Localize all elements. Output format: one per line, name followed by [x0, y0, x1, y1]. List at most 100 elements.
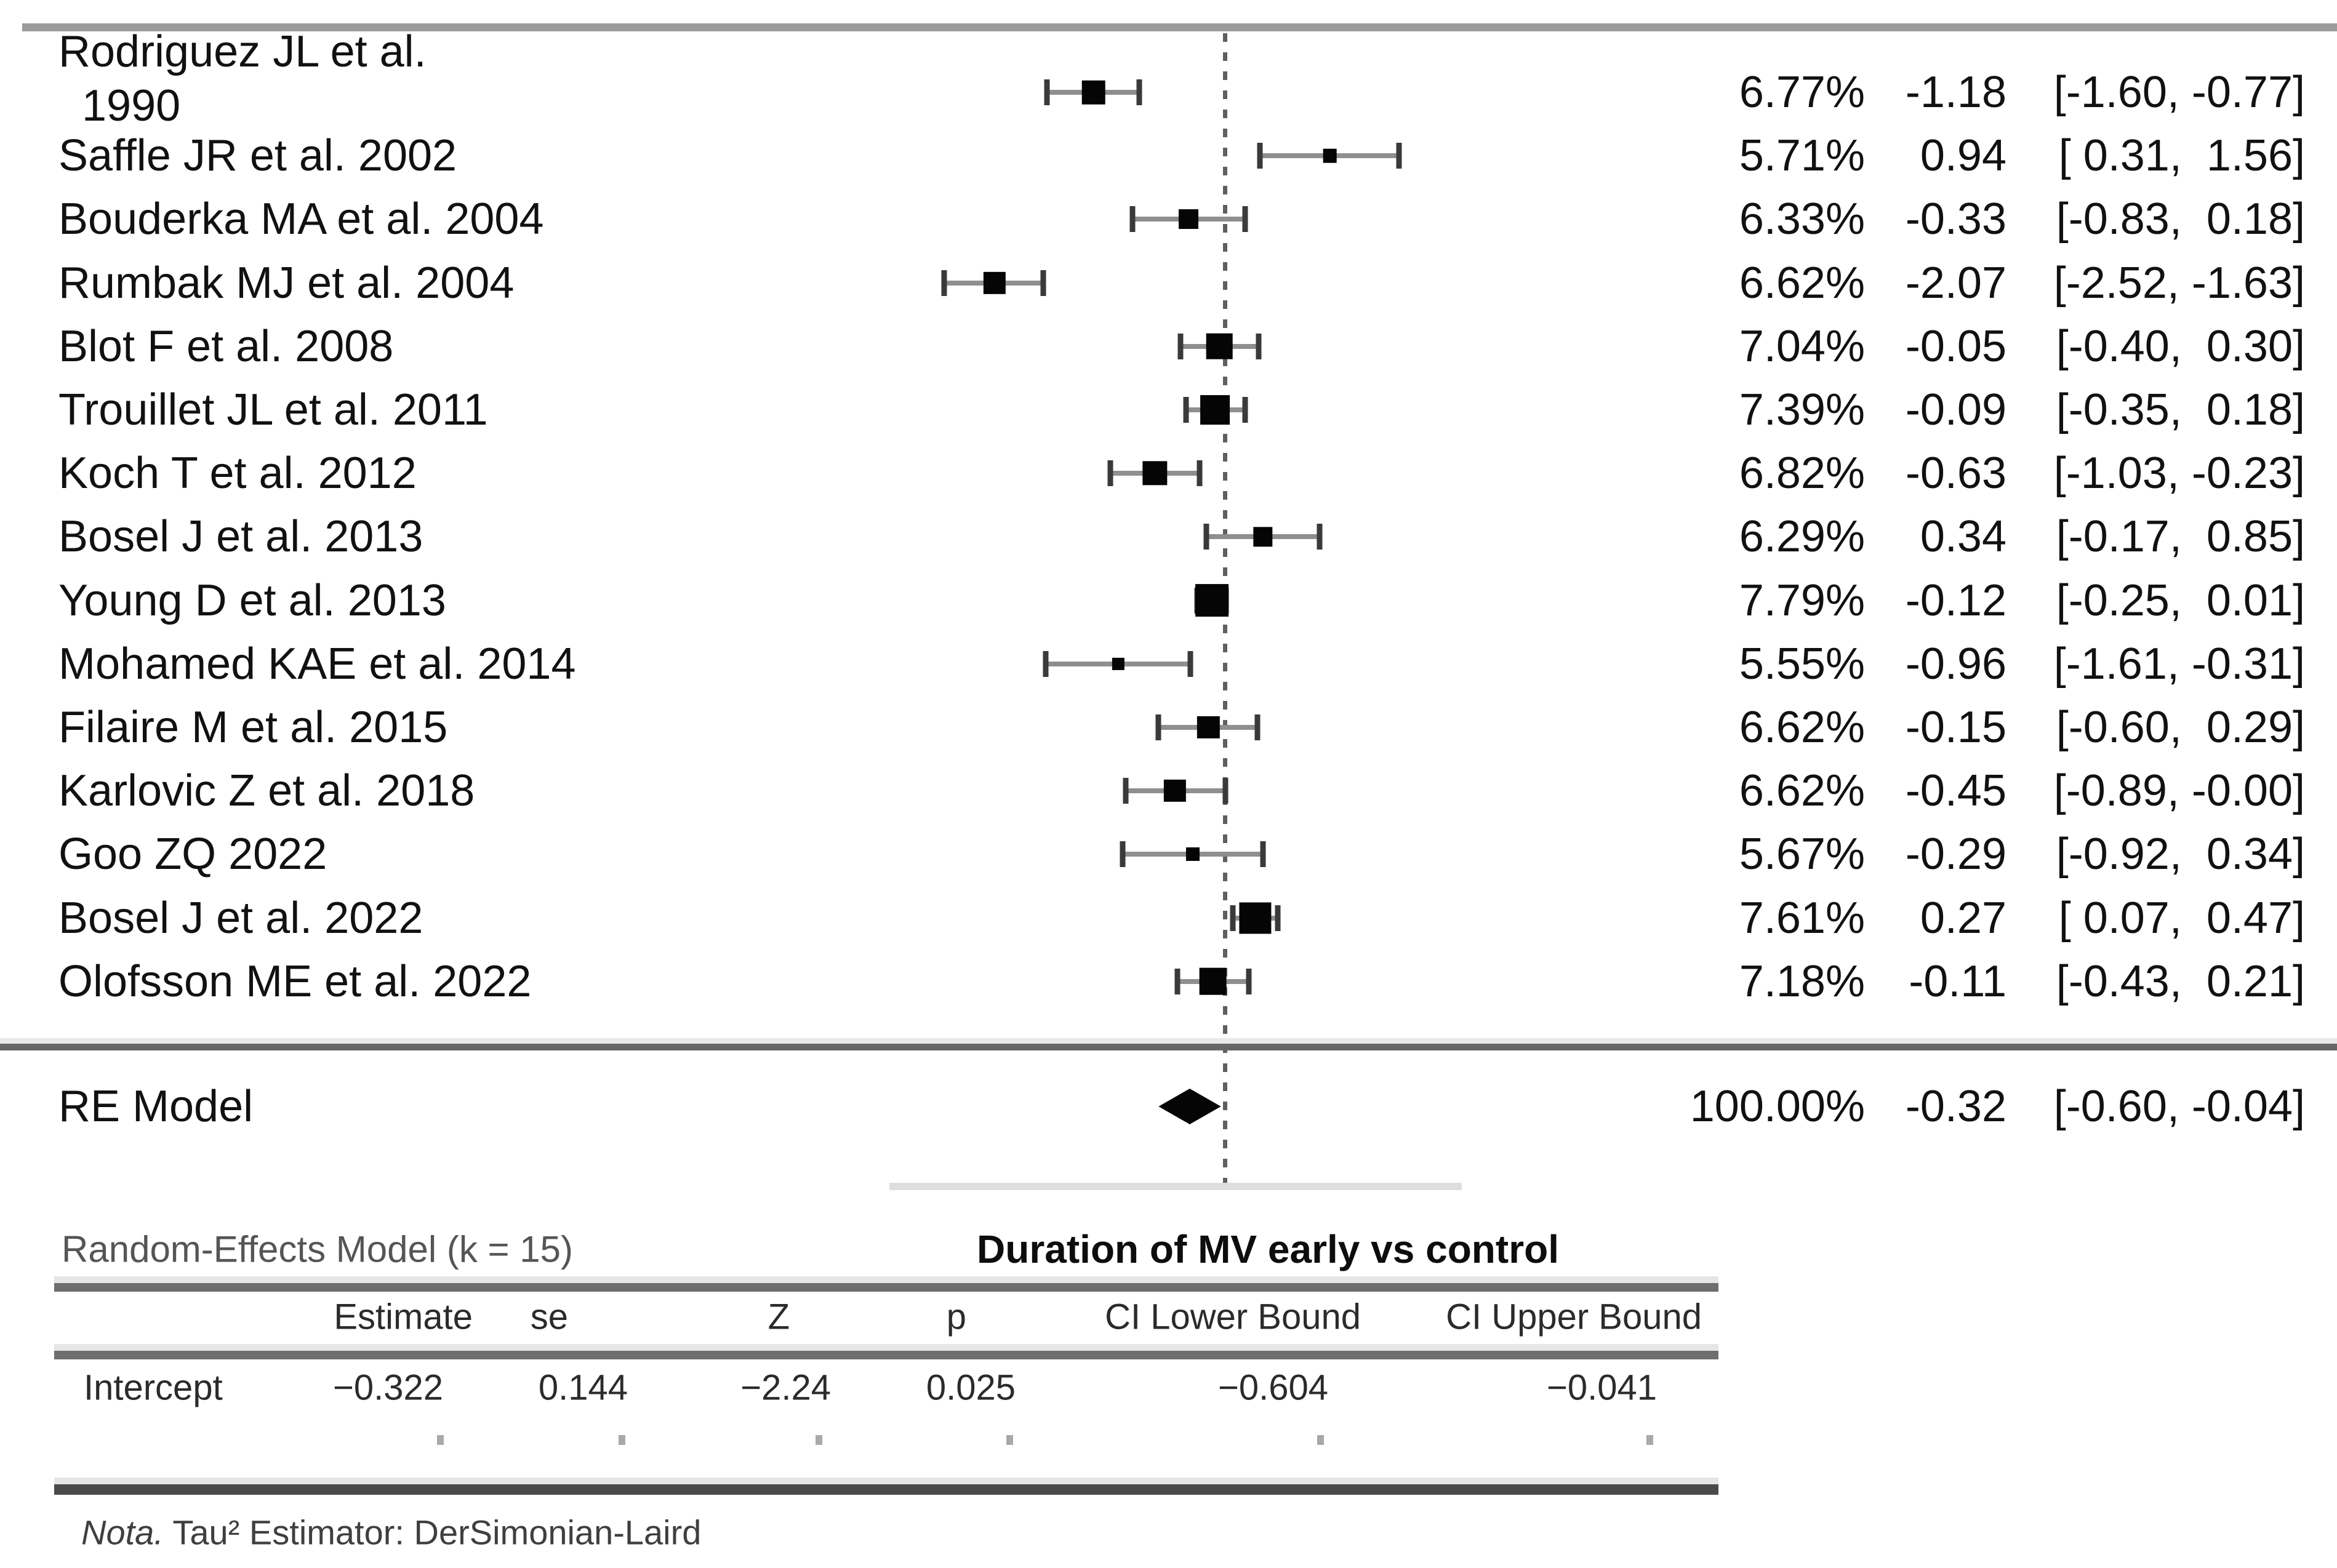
ci-value: [-0.89, -0.00] [2053, 766, 2305, 816]
ci-cap-upper [1260, 841, 1266, 868]
forest-square [1239, 902, 1271, 934]
col-header-p: p [946, 1297, 966, 1337]
intercept-p: 0.025 [926, 1367, 1016, 1408]
table-rule [54, 1351, 1718, 1359]
ci-value: [-0.35, 0.18] [2056, 385, 2305, 434]
table-note-text: Tau² Estimator: DerSimonian-Laird [163, 1513, 702, 1552]
estimate-value: -1.18 [1905, 68, 2006, 117]
study-label-line: Young D et al. 2013 [58, 575, 446, 625]
forest-square [1200, 395, 1230, 425]
ci-value: [-1.60, -0.77] [2053, 68, 2305, 117]
estimate-value: -0.96 [1905, 639, 2006, 689]
weight-value: 7.39% [1739, 385, 1865, 434]
weight-value: 7.79% [1739, 575, 1865, 625]
ci-cap-lower [1044, 79, 1050, 105]
ci-value: [-0.92, 0.34] [2056, 830, 2305, 879]
weight-value: 6.62% [1739, 766, 1865, 816]
ci-cap-lower [1183, 397, 1189, 423]
weight-value: 6.77% [1739, 68, 1865, 117]
study-label-line: Filaire M et al. 2015 [58, 703, 448, 752]
forest-square [1142, 461, 1168, 486]
ci-cap-upper [1222, 778, 1228, 804]
intercept-se: 0.144 [538, 1367, 628, 1408]
ci-value: [-0.17, 0.85] [2056, 512, 2305, 562]
weight-value: 7.04% [1739, 321, 1865, 371]
table-rule [54, 1344, 1718, 1351]
study-label-line: Blot F et al. 2008 [58, 321, 394, 371]
ci-value: [-0.43, 0.21] [2056, 956, 2305, 1006]
faint-tick [1317, 1435, 1324, 1445]
faint-tick [816, 1435, 822, 1445]
col-header-se: se [530, 1297, 568, 1337]
study-label: Koch T et al. 2012 [58, 446, 417, 500]
forest-square [1206, 333, 1233, 360]
ci-value: [-0.60, 0.29] [2056, 703, 2305, 752]
study-label: Trouillet JL et al. 2011 [58, 383, 488, 437]
intercept-row-label: Intercept [84, 1367, 223, 1408]
col-header-ci-lower: CI Lower Bound [1105, 1297, 1361, 1337]
ci-value: [ 0.31, 1.56] [2058, 131, 2305, 181]
study-label: Bosel J et al. 2022 [58, 891, 423, 945]
study-label: Goo ZQ 2022 [58, 827, 327, 881]
faint-tick [1006, 1435, 1013, 1445]
top-border-line [22, 23, 2337, 31]
ci-cap-lower [1174, 968, 1181, 994]
weight-value: 7.18% [1739, 956, 1865, 1006]
ci-value: [ 0.07, 0.47] [2058, 893, 2305, 943]
intercept-estimate: −0.322 [332, 1367, 443, 1408]
table-note-prefix: Nota. [81, 1513, 164, 1552]
ci-cap-upper [1396, 143, 1402, 169]
faint-tick [619, 1435, 625, 1445]
model-heading: Random-Effects Model (k = 15) [62, 1228, 573, 1270]
ci-cap-lower [1257, 143, 1263, 169]
ci-cap-upper [1187, 650, 1193, 677]
study-label: Bouderka MA et al. 2004 [58, 192, 544, 246]
study-label: Karlovic Z et al. 2018 [58, 764, 475, 818]
estimate-value: -0.45 [1905, 766, 2006, 816]
table-note: Nota. Tau² Estimator: DerSimonian-Laird [81, 1513, 701, 1553]
ci-cap-upper [1254, 714, 1261, 740]
ci-cap-lower [1123, 778, 1129, 804]
ci-value: [-2.52, -1.63] [2053, 258, 2305, 308]
forest-square [1323, 148, 1337, 163]
table-title: Duration of MV early vs control [977, 1227, 1559, 1271]
ci-cap-lower [1107, 460, 1113, 487]
re-model-diamond [1158, 1089, 1221, 1124]
estimate-value: 0.94 [1920, 131, 2006, 181]
faint-tick [437, 1435, 444, 1445]
forest-square [1112, 657, 1124, 670]
study-label: Rodriguez JL et al. 1990 [58, 25, 427, 133]
weight-value: 5.55% [1739, 639, 1865, 689]
ci-value: [-0.25, 0.01] [2056, 575, 2305, 625]
x-axis-line [889, 1183, 1462, 1190]
weight-value: 7.61% [1739, 893, 1865, 943]
study-label: Bosel J et al. 2013 [58, 510, 423, 564]
ci-cap-upper [1246, 968, 1251, 994]
ci-value: [-1.61, -0.31] [2053, 639, 2305, 689]
ci-cap-lower [941, 270, 947, 296]
faint-tick [1646, 1435, 1653, 1445]
study-label-line: 1990 [82, 81, 181, 130]
estimate-value: 0.34 [1920, 512, 2006, 562]
intercept-z: −2.24 [740, 1367, 831, 1408]
study-label-line: Rodriguez JL et al. [58, 27, 427, 76]
forest-square [1163, 780, 1187, 802]
study-label-line: Saffle JR et al. 2002 [58, 131, 457, 181]
study-label-line: Mohamed KAE et al. 2014 [58, 639, 576, 689]
forest-square [1081, 80, 1106, 105]
col-header-estimate: Estimate [334, 1297, 473, 1337]
ci-cap-upper [1275, 905, 1281, 931]
study-label-line: Bouderka MA et al. 2004 [58, 194, 544, 244]
weight-value: 6.29% [1739, 512, 1865, 562]
ci-cap-lower [1203, 524, 1209, 550]
intercept-ci-upper: −0.041 [1546, 1367, 1657, 1408]
ci-value: [-0.40, 0.30] [2056, 321, 2305, 371]
study-label-line: Goo ZQ 2022 [58, 830, 327, 879]
study-label: Filaire M et al. 2015 [58, 700, 447, 754]
study-label-line: Rumbak MJ et al. 2004 [58, 258, 515, 308]
estimate-value: -0.33 [1905, 194, 2006, 244]
study-label-line: Bosel J et al. 2013 [58, 512, 423, 562]
estimate-value: -0.63 [1905, 449, 2006, 498]
ci-cap-upper [1242, 397, 1248, 423]
ci-cap-upper [1136, 79, 1142, 105]
